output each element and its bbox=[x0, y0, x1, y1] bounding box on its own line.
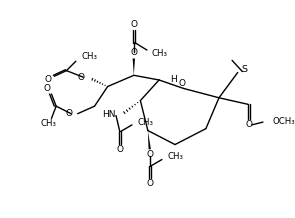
Text: H: H bbox=[170, 75, 176, 83]
Text: CH₃: CH₃ bbox=[41, 119, 57, 128]
Text: OCH₃: OCH₃ bbox=[272, 117, 295, 126]
Text: O: O bbox=[116, 145, 123, 154]
Text: CH₃: CH₃ bbox=[168, 152, 183, 161]
Text: O: O bbox=[43, 84, 50, 93]
Text: O: O bbox=[245, 120, 253, 129]
Text: O: O bbox=[146, 150, 153, 159]
Text: O: O bbox=[130, 48, 137, 57]
Text: CH₃: CH₃ bbox=[81, 52, 97, 61]
Text: O: O bbox=[44, 75, 51, 85]
Text: S: S bbox=[241, 65, 248, 74]
Text: O: O bbox=[178, 79, 185, 88]
Text: CH₃: CH₃ bbox=[152, 49, 168, 58]
Polygon shape bbox=[133, 58, 135, 75]
Polygon shape bbox=[148, 131, 151, 149]
Text: CH₃: CH₃ bbox=[137, 118, 154, 127]
Text: O: O bbox=[77, 73, 84, 82]
Text: O: O bbox=[130, 20, 137, 29]
Text: O: O bbox=[146, 179, 153, 188]
Text: O: O bbox=[65, 109, 72, 118]
Text: HN: HN bbox=[103, 110, 116, 119]
